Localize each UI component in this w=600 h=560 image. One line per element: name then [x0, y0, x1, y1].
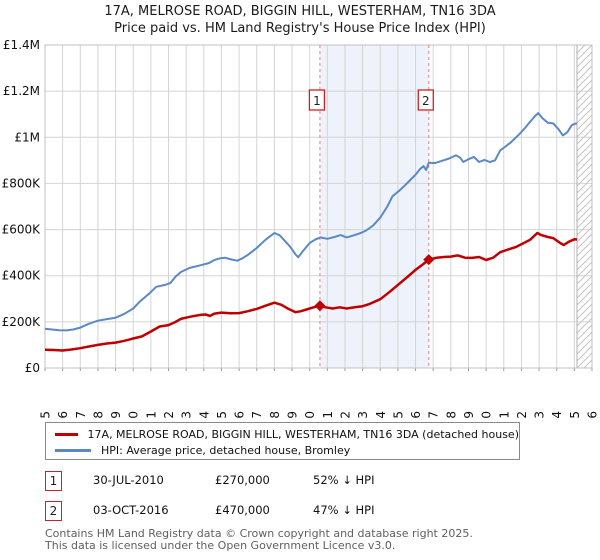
svg-text:2015: 2015: [391, 411, 405, 418]
svg-text:2000: 2000: [127, 411, 141, 418]
legend-label-hpi: HPI: Average price, detached house, Brom…: [101, 443, 351, 457]
svg-text:1996: 1996: [56, 411, 70, 418]
svg-text:2017: 2017: [427, 411, 441, 418]
transaction-1-marker: 1: [45, 471, 62, 491]
svg-text:£200K: £200K: [2, 315, 42, 329]
svg-text:1997: 1997: [74, 411, 88, 418]
hpi-line: [44, 112, 578, 332]
svg-text:2001: 2001: [144, 411, 158, 418]
svg-text:2018: 2018: [444, 411, 458, 418]
footer-line1: Contains HM Land Registry data © Crown c…: [45, 527, 473, 540]
svg-text:£600K: £600K: [2, 223, 42, 237]
svg-text:£1.2M: £1.2M: [3, 84, 40, 98]
between-sales-band: [319, 45, 429, 368]
chart-title-address: 17A, MELROSE ROAD, BIGGIN HILL, WESTERHA…: [104, 4, 496, 19]
chart-title: 17A, MELROSE ROAD, BIGGIN HILL, WESTERHA…: [0, 3, 600, 37]
svg-text:2: 2: [422, 94, 430, 108]
chart-legend: 17A, MELROSE ROAD, BIGGIN HILL, WESTERHA…: [45, 422, 520, 460]
svg-text:2020: 2020: [480, 411, 494, 418]
property-line-swatch-icon: [55, 432, 78, 436]
svg-text:£1.4M: £1.4M: [3, 38, 40, 52]
svg-text:1: 1: [313, 94, 321, 108]
svg-text:2019: 2019: [462, 411, 476, 418]
chart-title-subtitle: Price paid vs. HM Land Registry's House …: [114, 21, 486, 36]
svg-text:£1M: £1M: [14, 130, 40, 144]
svg-text:2021: 2021: [497, 411, 511, 418]
price-history-chart: 1 2 £0 £200K £400K £600K £800K £1M £1.2M £1.4M 199…: [2, 38, 600, 418]
svg-text:2010: 2010: [303, 411, 317, 418]
property-price-line: [44, 231, 578, 352]
svg-text:2005: 2005: [215, 411, 229, 418]
svg-text:1995: 1995: [39, 411, 53, 418]
legend-item-property: 17A, MELROSE ROAD, BIGGIN HILL, WESTERHA…: [55, 426, 519, 442]
svg-text:2011: 2011: [321, 411, 335, 418]
future-hatch-zone: [577, 45, 592, 368]
svg-text:2024: 2024: [550, 411, 564, 418]
transaction-1-price: £270,000: [215, 473, 270, 487]
transaction-2-price: £470,000: [215, 503, 270, 517]
transaction-2-marker: 2: [45, 501, 62, 521]
svg-text:2009: 2009: [286, 411, 300, 418]
svg-text:1998: 1998: [91, 411, 105, 418]
license-footer: Contains HM Land Registry data © Crown c…: [45, 528, 585, 552]
transaction-2-date: 03-OCT-2016: [93, 503, 169, 517]
svg-text:2014: 2014: [374, 411, 388, 418]
transaction-row-1: 1 30-JUL-2010 £270,000 52% ↓ HPI: [0, 471, 600, 491]
svg-text:2004: 2004: [197, 411, 211, 418]
svg-text:2002: 2002: [162, 411, 176, 418]
svg-text:£0: £0: [25, 361, 40, 375]
sale-flag-2: [417, 89, 434, 111]
svg-text:2012: 2012: [338, 411, 352, 418]
legend-item-hpi: HPI: Average price, detached house, Brom…: [55, 442, 519, 458]
svg-text:2023: 2023: [533, 411, 547, 418]
svg-text:2016: 2016: [409, 411, 423, 418]
transaction-1-vs-hpi: 52% ↓ HPI: [313, 473, 375, 487]
svg-text:1999: 1999: [109, 411, 123, 418]
transaction-2-vs-hpi: 47% ↓ HPI: [313, 503, 375, 517]
transaction-1-date: 30-JUL-2010: [93, 473, 164, 487]
hpi-line-swatch-icon: [55, 448, 91, 452]
svg-text:2003: 2003: [180, 411, 194, 418]
legend-label-property: 17A, MELROSE ROAD, BIGGIN HILL, WESTERHA…: [87, 427, 519, 441]
svg-text:£800K: £800K: [2, 176, 42, 190]
svg-text:2013: 2013: [356, 411, 370, 418]
transaction-row-2: 2 03-OCT-2016 £470,000 47% ↓ HPI: [0, 501, 600, 521]
svg-text:2022: 2022: [515, 411, 529, 418]
svg-text:£400K: £400K: [2, 269, 42, 283]
svg-text:2026: 2026: [586, 411, 600, 418]
svg-text:2025: 2025: [568, 411, 582, 418]
sale-point-2: [423, 254, 435, 266]
sale-point-1: [314, 300, 326, 312]
footer-line2: This data is licensed under the Open Gov…: [45, 539, 396, 552]
svg-text:2007: 2007: [250, 411, 264, 418]
svg-text:2006: 2006: [233, 411, 247, 418]
sale-flag-1: [308, 89, 326, 111]
svg-text:2008: 2008: [268, 411, 282, 418]
